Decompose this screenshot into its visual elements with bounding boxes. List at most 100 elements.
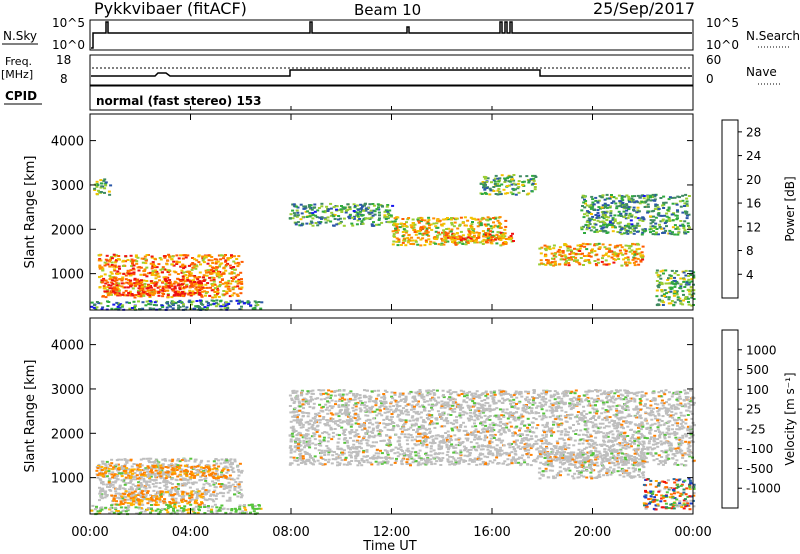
scatter-cell	[605, 197, 609, 200]
scatter-cell	[147, 303, 151, 306]
scatter-cell	[107, 480, 111, 483]
scatter-cell	[508, 452, 512, 455]
scatter-cell	[104, 464, 108, 467]
scatter-cell	[141, 261, 145, 264]
scatter-cell	[139, 294, 143, 297]
scatter-cell	[504, 238, 508, 240]
scatter-cell	[129, 479, 133, 482]
scatter-cell	[446, 404, 450, 407]
scatter-cell	[125, 281, 129, 284]
scatter-cell	[482, 185, 486, 188]
scatter-cell	[201, 487, 205, 490]
scatter-cell	[158, 496, 161, 499]
scatter-cell	[234, 262, 238, 265]
scatter-cell	[352, 416, 355, 419]
scatter-cell	[176, 464, 180, 467]
nave-tick-top: 60	[706, 53, 721, 67]
scatter-cell	[390, 395, 394, 398]
scatter-cell	[137, 269, 141, 272]
scatter-cell	[220, 471, 224, 474]
scatter-cell	[205, 482, 209, 485]
scatter-cell	[378, 422, 382, 425]
scatter-cell	[611, 230, 615, 233]
scatter-cell	[617, 394, 620, 397]
scatter-cell	[307, 458, 311, 461]
scatter-cell	[609, 250, 613, 253]
scatter-cell	[345, 463, 349, 466]
scatter-cell	[176, 491, 179, 494]
scatter-cell	[630, 214, 634, 217]
scatter-cell	[473, 392, 477, 395]
scatter-cell	[329, 214, 333, 217]
scatter-cell	[168, 482, 172, 484]
scatter-cell	[108, 291, 112, 294]
scatter-cell	[314, 443, 318, 446]
scatter-cell	[121, 499, 125, 502]
scatter-cell	[390, 391, 394, 394]
scatter-cell	[619, 212, 623, 215]
scatter-cell	[418, 232, 422, 235]
scatter-cell	[133, 307, 137, 310]
scatter-cell	[498, 449, 502, 451]
scatter-cell	[133, 277, 137, 280]
scatter-cell	[367, 436, 371, 439]
scatter-cell	[673, 285, 677, 288]
scatter-cell	[580, 226, 584, 229]
scatter-cell	[468, 452, 472, 455]
scatter-cell	[309, 220, 313, 223]
scatter-cell	[676, 274, 680, 276]
scatter-cell	[224, 260, 228, 263]
scatter-cell	[192, 465, 196, 468]
scatter-cell	[206, 282, 210, 285]
scatter-cell	[179, 265, 183, 268]
scatter-cell	[471, 221, 474, 223]
scatter-cell	[612, 196, 616, 199]
scatter-cell	[665, 219, 669, 222]
scatter-cell	[184, 468, 188, 471]
scatter-cell	[366, 206, 370, 209]
scatter-cell	[599, 431, 603, 434]
scatter-cell	[629, 421, 633, 424]
scatter-cell	[219, 462, 223, 465]
scatter-cell	[649, 215, 652, 218]
scatter-cell	[489, 394, 493, 397]
scatter-cell	[250, 503, 254, 506]
scatter-cell	[356, 464, 360, 467]
scatter-cell	[410, 236, 414, 239]
scatter-cell	[237, 278, 241, 281]
scatter-cell	[337, 209, 341, 212]
scatter-cell	[617, 210, 621, 213]
scatter-cell	[139, 507, 143, 510]
scatter-cell	[120, 285, 124, 288]
scatter-cell	[326, 393, 330, 396]
scatter-cell	[685, 200, 689, 203]
scatter-cell	[100, 280, 104, 282]
scatter-cell	[146, 294, 150, 297]
scatter-cell	[103, 287, 107, 290]
scatter-cell	[133, 305, 137, 307]
scatter-cell	[592, 429, 596, 432]
scatter-cell	[346, 419, 350, 422]
scatter-cell	[206, 505, 210, 507]
scatter-cell	[239, 481, 243, 483]
scatter-cell	[216, 285, 220, 288]
scatter-cell	[636, 222, 640, 225]
scatter-cell	[452, 447, 456, 449]
scatter-cell	[112, 288, 116, 291]
scatter-cell	[240, 469, 244, 472]
scatter-cell	[166, 294, 170, 297]
scatter-cell	[657, 275, 661, 278]
scatter-cell	[423, 219, 427, 222]
scatter-cell	[474, 393, 478, 396]
scatter-cell	[228, 486, 232, 489]
scatter-cell	[639, 254, 643, 257]
scatter-cell	[593, 250, 597, 253]
scatter-cell	[105, 460, 109, 463]
scatter-cell	[140, 483, 144, 486]
scatter-cell	[175, 263, 179, 265]
scatter-cell	[138, 478, 142, 481]
scatter-cell	[362, 209, 366, 212]
scatter-cell	[337, 215, 341, 217]
scatter-cell	[309, 390, 313, 393]
scatter-cell	[669, 302, 673, 305]
